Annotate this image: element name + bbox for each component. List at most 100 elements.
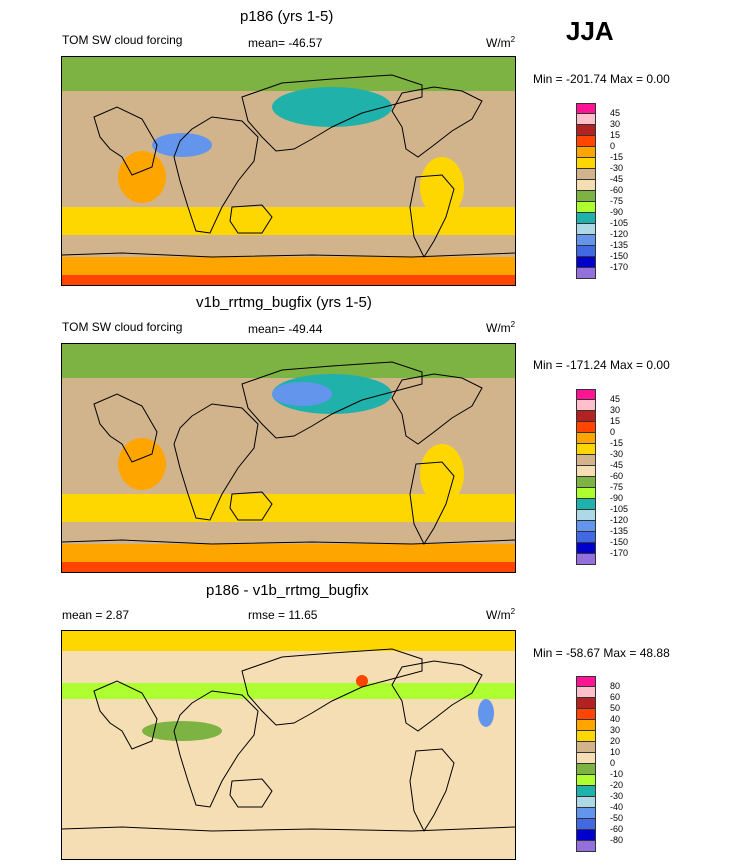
- legend-swatch: [576, 819, 596, 830]
- panel2-title: v1b_rrtmg_bugfix (yrs 1-5): [196, 294, 372, 311]
- legend-level-label: 20: [610, 736, 621, 746]
- coastline: [229, 491, 273, 521]
- legend-level-label: 0: [610, 427, 616, 437]
- legend-level-label: -40: [610, 802, 624, 812]
- coastline: [409, 748, 455, 833]
- coastline: [241, 361, 423, 439]
- legend-swatch: [576, 246, 596, 257]
- panel1-minmax: Min = -201.74 Max = 0.00: [533, 72, 670, 86]
- panel1-units: W/m2: [486, 35, 516, 50]
- legend-level-label: 30: [610, 405, 621, 415]
- coastline: [62, 539, 515, 545]
- legend-swatch: [576, 841, 596, 852]
- legend-swatch: [576, 830, 596, 841]
- panel3-map: [61, 630, 516, 860]
- legend-swatch: [576, 698, 596, 709]
- coastline: [409, 461, 455, 546]
- legend-level-label: -75: [610, 482, 624, 492]
- coastline: [241, 74, 423, 152]
- field-blob: [272, 382, 332, 406]
- legend-level-label: 45: [610, 394, 621, 404]
- legend-level-label: -105: [610, 218, 629, 228]
- legend-swatch: [576, 224, 596, 235]
- legend-level-label: -90: [610, 493, 624, 503]
- panel1-map: [61, 56, 516, 286]
- legend-level-label: -30: [610, 791, 624, 801]
- legend-level-label: -45: [610, 460, 624, 470]
- field-blob: [118, 438, 166, 490]
- legend-swatch: [576, 687, 596, 698]
- legend-swatch: [576, 731, 596, 742]
- field-blob: [420, 444, 464, 504]
- legend-level-label: 0: [610, 758, 616, 768]
- legend-level-label: 30: [610, 119, 621, 129]
- legend-swatch: [576, 213, 596, 224]
- coastline: [229, 204, 273, 234]
- field-background: [62, 631, 515, 859]
- legend-swatch: [576, 786, 596, 797]
- legend-level-label: -150: [610, 537, 629, 547]
- legend-level-label: -150: [610, 251, 629, 261]
- coastline: [62, 826, 515, 832]
- legend-level-label: 60: [610, 692, 621, 702]
- legend-level-label: -135: [610, 526, 629, 536]
- legend-level-label: -90: [610, 207, 624, 217]
- panel3-map-svg: [62, 631, 515, 859]
- legend-swatch: [576, 742, 596, 753]
- legend-swatch: [576, 709, 596, 720]
- legend-level-label: 15: [610, 416, 621, 426]
- field-blob: [142, 721, 222, 741]
- field-blob: [478, 699, 494, 727]
- panel3-rmse-label: rmse = 11.65: [248, 608, 318, 622]
- panel1-legend: 45 30 15 0 -15 -30 -45 -60 -75 -90 -105 -120 -135 -15…: [576, 103, 628, 279]
- legend-swatch: [576, 147, 596, 158]
- coastline: [173, 403, 259, 521]
- field-band-edge: [62, 275, 515, 285]
- panel1-map-svg: [62, 57, 515, 285]
- legend-level-label: 50: [610, 703, 621, 713]
- legend-level-label: 45: [610, 108, 621, 118]
- legend-level-label: -120: [610, 515, 629, 525]
- field-blob: [356, 675, 368, 687]
- panel3-units: W/m2: [486, 607, 516, 622]
- panel1-mean-label: mean= -46.57: [248, 36, 323, 50]
- legend-swatch: [576, 466, 596, 477]
- panel3-legend: 80 60 50 40 30 20 10 0 -10 -20 -30 -40 -50 -60 -80: [576, 676, 623, 852]
- legend-level-label: -170: [610, 548, 629, 558]
- panel1-title: p186 (yrs 1-5): [240, 8, 334, 25]
- coastline: [93, 680, 158, 750]
- legend-level-label: -170: [610, 262, 629, 272]
- legend-swatch: [576, 433, 596, 444]
- coastline: [173, 690, 259, 808]
- coastline: [391, 660, 483, 732]
- legend-swatch: [576, 191, 596, 202]
- legend-level-label: -30: [610, 163, 624, 173]
- legend-swatch: [576, 268, 596, 279]
- legend-level-label: -60: [610, 471, 624, 481]
- legend-swatch: [576, 114, 596, 125]
- legend-swatch: [576, 422, 596, 433]
- legend-level-label: 15: [610, 130, 621, 140]
- panel1-variable-label: TOM SW cloud forcing: [62, 33, 183, 47]
- panel2-minmax: Min = -171.24 Max = 0.00: [533, 358, 670, 372]
- legend-swatch: [576, 180, 596, 191]
- season-label: JJA: [566, 16, 614, 46]
- legend-swatch: [576, 488, 596, 499]
- legend-level-label: -20: [610, 780, 624, 790]
- legend-swatch: [576, 389, 596, 400]
- legend-swatch: [576, 510, 596, 521]
- legend-swatch: [576, 543, 596, 554]
- panel2-mean-label: mean= -49.44: [248, 322, 323, 336]
- panel3-minmax: Min = -58.67 Max = 48.88: [533, 646, 670, 660]
- legend-level-label: 0: [610, 141, 616, 151]
- legend-level-label: 10: [610, 747, 621, 757]
- panel2-units: W/m2: [486, 320, 516, 335]
- field-band-north: [62, 631, 515, 651]
- legend-swatch: [576, 444, 596, 455]
- legend-swatch: [576, 532, 596, 543]
- legend-level-label: -135: [610, 240, 629, 250]
- legend-level-label: -60: [610, 824, 624, 834]
- legend-swatch: [576, 499, 596, 510]
- legend-swatch: [576, 257, 596, 268]
- legend-swatch: [576, 797, 596, 808]
